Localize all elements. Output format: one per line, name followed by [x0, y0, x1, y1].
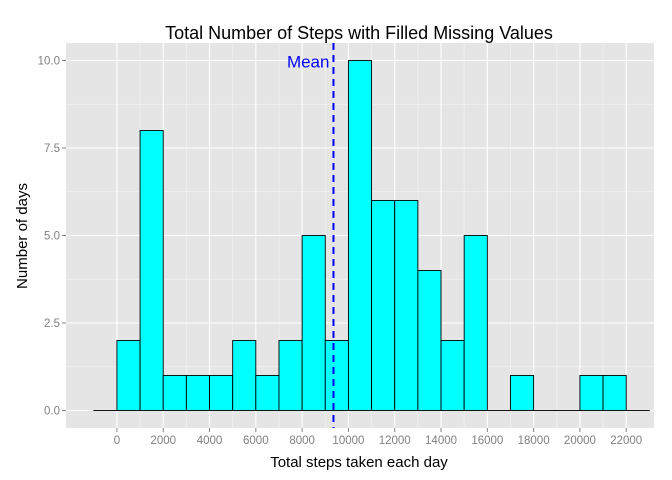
- x-tick-label: 10000: [332, 435, 364, 447]
- x-axis-label: Total steps taken each day: [270, 454, 448, 471]
- histogram-bar: [301, 235, 326, 411]
- histogram-bar: [185, 375, 210, 411]
- histogram-bar: [371, 200, 396, 411]
- x-tick-label: 0: [114, 435, 120, 447]
- x-tick-label: 2000: [150, 435, 176, 447]
- x-tick-label: 20000: [564, 435, 596, 447]
- histogram-bar: [162, 375, 187, 411]
- chart-title: Total Number of Steps with Filled Missin…: [165, 23, 553, 43]
- y-tick-label: 2.5: [44, 318, 60, 330]
- mean-label: Mean: [287, 53, 330, 72]
- histogram-bar: [232, 340, 257, 411]
- y-tick-label: 5.0: [44, 231, 60, 243]
- histogram-bar: [324, 340, 349, 411]
- y-tick-label: 7.5: [44, 143, 60, 155]
- x-tick-label: 12000: [379, 435, 411, 447]
- histogram-bar: [255, 375, 280, 411]
- y-axis-label: Number of days: [14, 183, 31, 289]
- x-tick-label: 14000: [425, 435, 457, 447]
- y-tick-label: 0.0: [44, 406, 60, 418]
- x-tick-label: 8000: [289, 435, 315, 447]
- histogram-bar: [463, 235, 488, 411]
- histogram-bar: [116, 340, 141, 411]
- x-tick-label: 4000: [197, 435, 223, 447]
- y-tick-label: 10.0: [38, 56, 60, 68]
- x-tick-label: 18000: [518, 435, 550, 447]
- x-tick-label: 22000: [610, 435, 642, 447]
- histogram-bar: [417, 270, 442, 411]
- histogram-bars: [93, 60, 650, 411]
- histogram-bar: [278, 340, 303, 411]
- histogram-bar: [347, 60, 373, 411]
- mean-marker: Mean: [287, 43, 335, 428]
- histogram-bar: [139, 130, 164, 411]
- histogram-bar: [440, 340, 465, 411]
- histogram-bar: [394, 200, 419, 411]
- histogram-bar: [209, 375, 234, 411]
- histogram-bar: [579, 375, 604, 411]
- histogram-bar: [602, 375, 627, 411]
- x-tick-label: 16000: [471, 435, 503, 447]
- axis-ticks: 0 2000 4000 6000 8000 10000 12000 14000 16000 180…: [38, 56, 643, 448]
- histogram-bar: [510, 375, 535, 411]
- x-tick-label: 6000: [243, 435, 269, 447]
